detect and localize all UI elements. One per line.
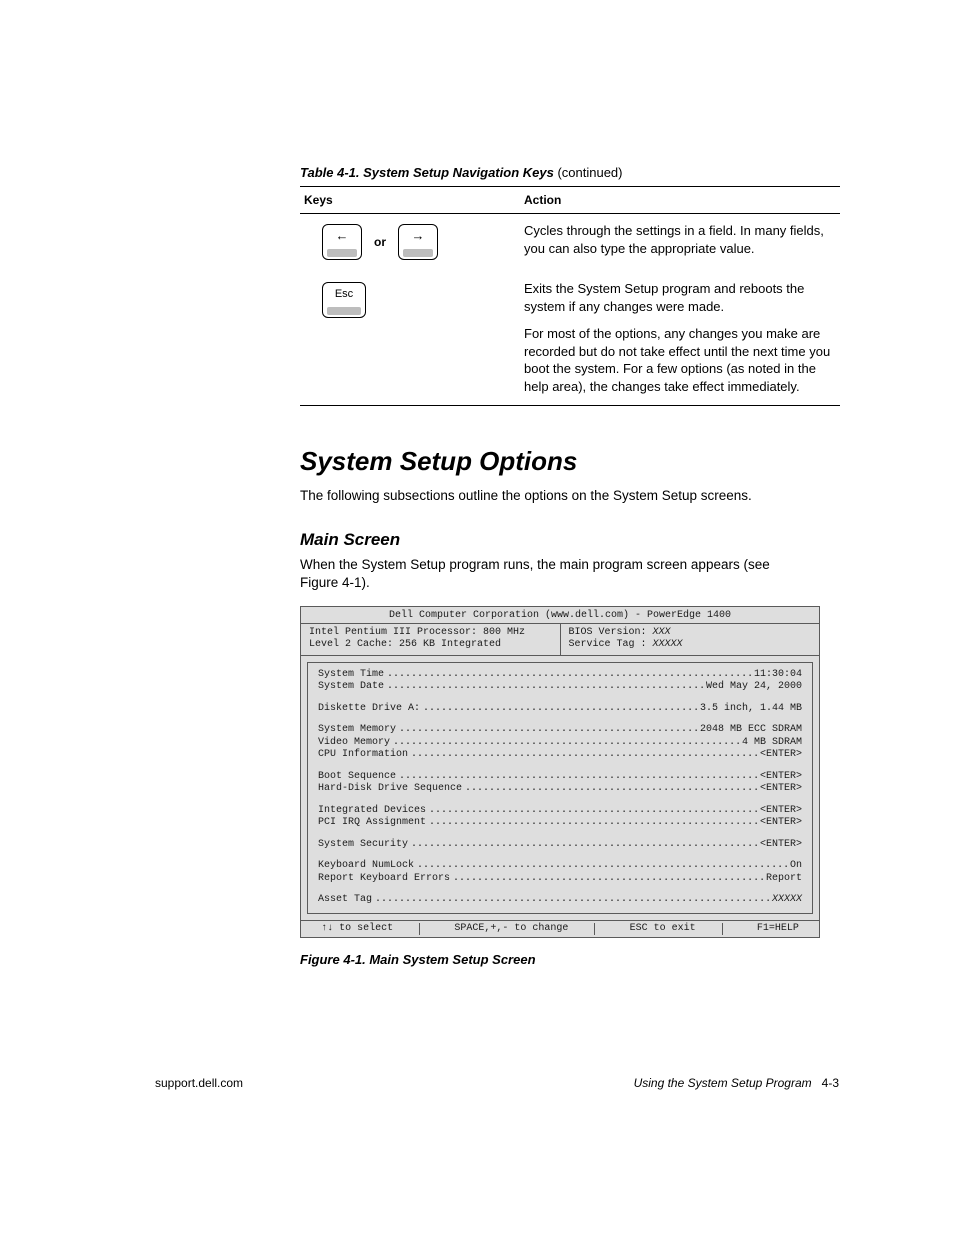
bios-footer-c: ESC to exit (626, 923, 700, 935)
keys-cell-esc: Esc (300, 272, 520, 406)
bios-line: System DateWed May 24, 2000 (318, 681, 802, 694)
esc-key-icon: Esc (322, 282, 366, 318)
bios-line: Video Memory4 MB SDRAM (318, 737, 802, 750)
bios-header: Intel Pentium III Processor: 800 MHz Lev… (301, 624, 819, 656)
bios-line: Integrated Devices<ENTER> (318, 805, 802, 818)
bios-header-right-2: Service Tag : XXXXX (569, 639, 812, 652)
sub-intro: When the System Setup program runs, the … (300, 556, 804, 592)
bios-line: Hard-Disk Drive Sequence<ENTER> (318, 783, 802, 796)
esc-action-p2: For most of the options, any changes you… (524, 325, 836, 395)
footer-left: support.dell.com (155, 1076, 243, 1090)
figure-caption: Figure 4-1. Main System Setup Screen (300, 952, 804, 967)
section-intro: The following subsections outline the op… (300, 487, 804, 505)
bios-header-left-1: Intel Pentium III Processor: 800 MHz (309, 627, 552, 640)
bios-screen: Dell Computer Corporation (www.dell.com)… (300, 606, 820, 938)
bios-title: Dell Computer Corporation (www.dell.com)… (301, 607, 819, 624)
bios-footer-b: SPACE,+,- to change (450, 923, 572, 935)
nav-keys-table: Keys Action ← or → Cycles through the se… (300, 186, 840, 406)
bios-line: Asset TagXXXXX (318, 894, 802, 907)
section-heading: System Setup Options (300, 446, 804, 477)
sub-heading: Main Screen (300, 530, 804, 550)
bios-footer-d: F1=HELP (753, 923, 803, 935)
table-caption-cont: (continued) (554, 165, 623, 180)
table-caption-main: Table 4-1. System Setup Navigation Keys (300, 165, 554, 180)
action-cell-arrows: Cycles through the settings in a field. … (520, 214, 840, 273)
or-label: or (374, 235, 386, 249)
bios-line: System Time11:30:04 (318, 669, 802, 682)
th-keys: Keys (300, 187, 520, 214)
page-footer: support.dell.com Using the System Setup … (155, 1076, 839, 1090)
right-arrow-key-icon: → (398, 224, 438, 260)
bios-line: Report Keyboard ErrorsReport (318, 873, 802, 886)
bios-footer: ↑↓ to select SPACE,+,- to change ESC to … (301, 920, 819, 937)
th-action: Action (520, 187, 840, 214)
bios-line: CPU Information<ENTER> (318, 749, 802, 762)
bios-header-left-2: Level 2 Cache: 256 KB Integrated (309, 639, 552, 652)
esc-action-p1: Exits the System Setup program and reboo… (524, 280, 836, 315)
bios-line: System Security<ENTER> (318, 839, 802, 852)
bios-header-right-1: BIOS Version: XXX (569, 627, 812, 640)
bios-line: PCI IRQ Assignment<ENTER> (318, 817, 802, 830)
table-caption: Table 4-1. System Setup Navigation Keys … (300, 165, 804, 180)
bios-body: System Time11:30:04System DateWed May 24… (307, 662, 813, 914)
footer-right: Using the System Setup Program 4-3 (634, 1076, 839, 1090)
bios-line: Diskette Drive A:3.5 inch, 1.44 MB (318, 703, 802, 716)
bios-line: Boot Sequence<ENTER> (318, 771, 802, 784)
action-cell-esc: Exits the System Setup program and reboo… (520, 272, 840, 406)
bios-line: Keyboard NumLockOn (318, 860, 802, 873)
left-arrow-key-icon: ← (322, 224, 362, 260)
bios-footer-a: ↑↓ to select (317, 923, 397, 935)
keys-cell-arrows: ← or → (300, 214, 520, 273)
bios-line: System Memory2048 MB ECC SDRAM (318, 724, 802, 737)
